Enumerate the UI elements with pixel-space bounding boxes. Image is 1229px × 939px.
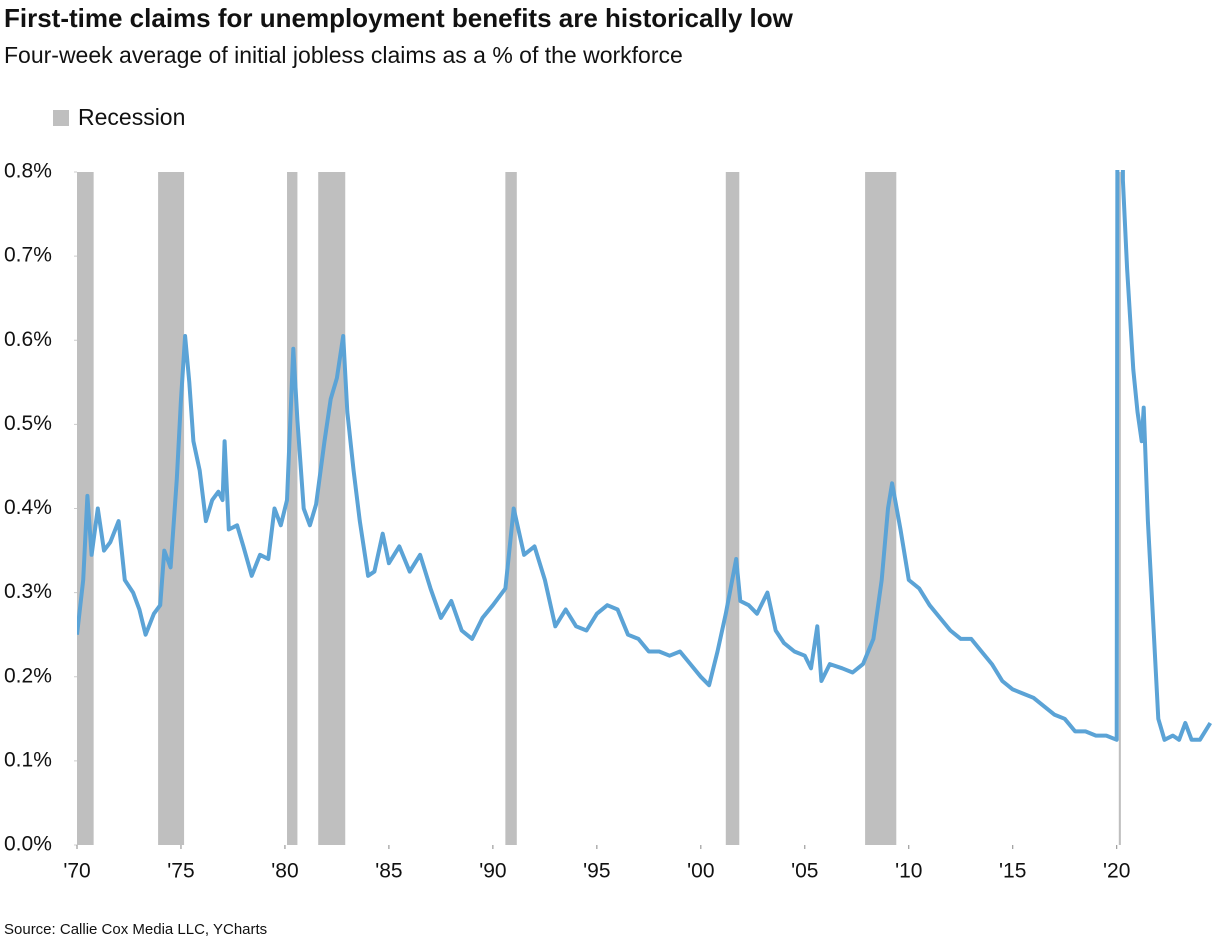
x-tick-label: '90 xyxy=(479,860,506,883)
recession-band xyxy=(505,172,517,845)
y-tick-label: 0.4% xyxy=(4,496,52,519)
legend-swatch xyxy=(53,110,69,126)
recession-band xyxy=(865,172,897,845)
chart-title: First-time claims for unemployment benef… xyxy=(4,3,794,33)
x-tick-label: '75 xyxy=(167,860,194,883)
recession-band xyxy=(1118,172,1121,845)
y-tick-label: 0.0% xyxy=(4,833,52,856)
x-tick-label: '05 xyxy=(791,860,818,883)
recession-band xyxy=(287,172,298,845)
y-tick-label: 0.2% xyxy=(4,664,52,687)
x-tick-label: '85 xyxy=(375,860,402,883)
source-note: Source: Callie Cox Media LLC, YCharts xyxy=(4,921,267,938)
x-tick-label: '95 xyxy=(583,860,610,883)
y-tick-label: 0.5% xyxy=(4,412,52,435)
recession-band xyxy=(725,172,740,845)
chart-subtitle: Four-week average of initial jobless cla… xyxy=(4,42,683,68)
data-line xyxy=(77,170,1213,742)
y-tick-label: 0.1% xyxy=(4,748,52,771)
y-tick-label: 0.6% xyxy=(4,328,52,351)
y-tick-label: 0.3% xyxy=(4,580,52,603)
x-tick-label: '15 xyxy=(999,860,1026,883)
y-tick-label: 0.8% xyxy=(4,160,52,183)
recession-band xyxy=(158,172,185,845)
y-tick-label: 0.7% xyxy=(4,244,52,267)
x-tick-label: '70 xyxy=(63,860,90,883)
x-tick-label: '20 xyxy=(1103,860,1130,883)
x-tick-label: '00 xyxy=(687,860,714,883)
recession-band xyxy=(318,172,346,845)
legend-label: Recession xyxy=(78,104,185,130)
x-tick-label: '10 xyxy=(895,860,922,883)
plot-area xyxy=(77,170,1213,742)
x-tick-label: '80 xyxy=(271,860,298,883)
